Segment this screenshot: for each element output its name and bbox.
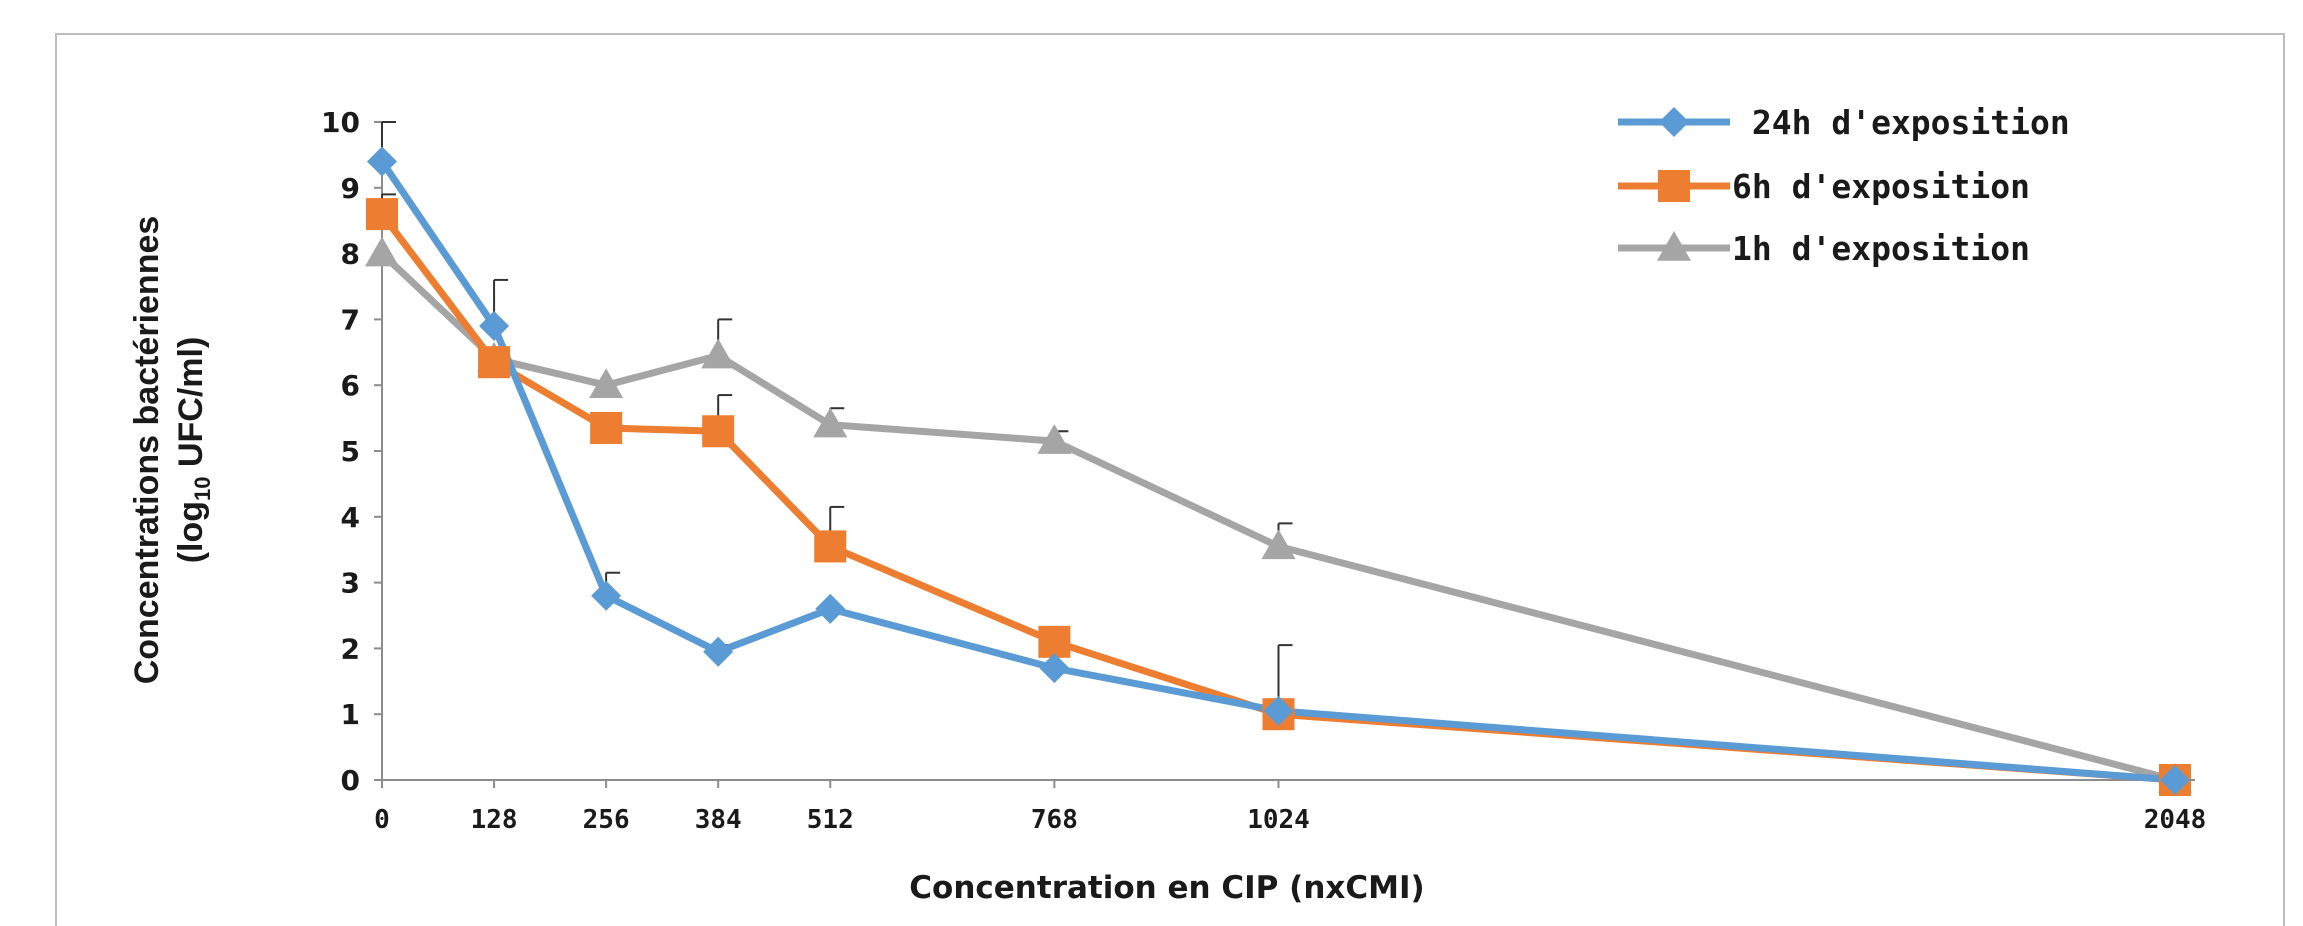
data-point-square — [814, 530, 847, 563]
y-tick-label: 6 — [341, 369, 360, 402]
series-line-diamond — [378, 157, 2179, 784]
y-axis-label-prefix: (log — [172, 501, 210, 563]
series-markers — [365, 146, 2192, 796]
legend-label: 24h d'exposition — [1732, 103, 2070, 142]
data-point-square — [478, 346, 511, 379]
data-point-diamond — [1039, 653, 1070, 684]
chart-frame — [55, 33, 2285, 926]
data-point-square — [590, 411, 623, 444]
x-tick-label: 1024 — [1247, 805, 1310, 835]
y-axis-label-line2: (log10 UFC/ml) — [172, 337, 215, 564]
data-point-diamond — [703, 636, 734, 667]
data-point-diamond — [1263, 695, 1294, 726]
legend-label: 1h d'exposition — [1732, 229, 2030, 268]
y-tick-label: 8 — [341, 238, 360, 271]
x-tick-labels: 0 128 256 384 512 768 1024 2048 — [374, 805, 2206, 835]
y-tick-label: 1 — [341, 698, 360, 731]
data-point-diamond — [591, 580, 622, 611]
data-point-triangle — [589, 368, 624, 398]
y-tick-label: 3 — [341, 567, 360, 600]
data-point-triangle — [1261, 529, 1296, 560]
x-tick-label: 2048 — [2144, 805, 2207, 835]
y-tick-label: 4 — [341, 501, 360, 534]
y-tick-label: 0 — [341, 764, 360, 797]
y-tick-label: 2 — [341, 632, 360, 665]
data-point-triangle — [813, 407, 848, 438]
y-axis-label-suffix: UFC/ml) — [172, 337, 210, 477]
data-point-triangle — [1037, 424, 1072, 454]
x-tick-label: 384 — [695, 805, 742, 835]
x-tick-label: 0 — [374, 805, 390, 835]
data-point-square — [366, 198, 398, 231]
legend-marker-diamond — [1659, 107, 1689, 137]
data-point-square — [1038, 625, 1071, 658]
x-tick-label: 768 — [1031, 805, 1078, 835]
y-tick-label: 10 — [321, 106, 360, 139]
data-point-diamond — [479, 310, 510, 341]
y-tick-label: 9 — [341, 172, 360, 205]
data-point-square — [702, 415, 735, 448]
data-point-diamond — [2160, 765, 2190, 795]
error-bars — [381, 121, 1293, 715]
y-tick-labels: 0 1 2 3 4 5 6 7 8 9 10 — [321, 106, 360, 797]
data-point-triangle — [365, 236, 399, 267]
legend-label: 6h d'exposition — [1732, 167, 2030, 206]
legend-marker-square — [1658, 170, 1690, 202]
x-tick-label: 512 — [807, 805, 854, 835]
x-axis-label: Concentration en CIP (nxCMI) — [909, 870, 1424, 906]
series-lines — [378, 157, 2179, 784]
x-tick-label: 256 — [583, 805, 630, 835]
y-axis-label-subscript: 10 — [190, 476, 215, 500]
y-tick-label: 5 — [341, 435, 360, 468]
y-tick-label: 7 — [341, 303, 360, 336]
legend-marker-triangle — [1657, 231, 1691, 261]
data-point-diamond — [367, 146, 397, 177]
data-point-diamond — [815, 593, 846, 624]
legend: 24h d'exposition 6h d'exposition 1h d'expo… — [1618, 103, 2070, 268]
axes — [374, 121, 2195, 788]
y-axis-label-line1: Concentrations bactériennes — [128, 216, 166, 685]
x-tick-label: 128 — [471, 805, 518, 835]
data-point-triangle — [701, 338, 736, 369]
